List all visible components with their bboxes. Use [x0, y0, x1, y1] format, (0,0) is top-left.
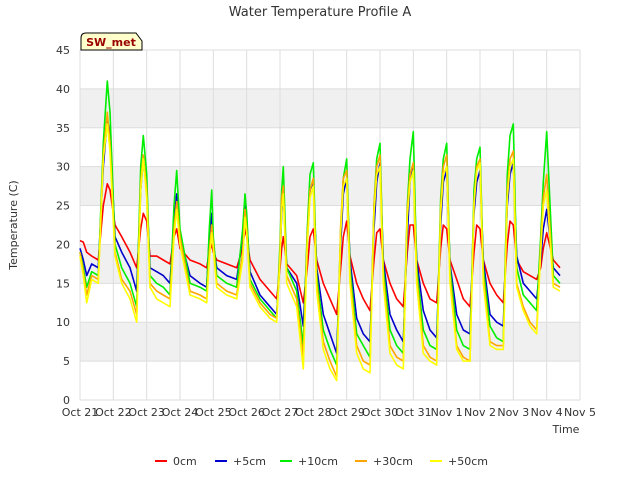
- x-tick-label: Oct 23: [128, 406, 165, 419]
- x-tick-label: Nov 5: [564, 406, 596, 419]
- y-tick-label: 20: [56, 238, 70, 251]
- station-badge-box: [80, 32, 143, 51]
- y-axis-label: Temperature (C): [7, 180, 20, 270]
- legend-label: +50cm: [448, 455, 488, 468]
- y-tick-label: 45: [56, 44, 70, 57]
- series-line-5cm: [79, 119, 561, 355]
- x-tick-label: Oct 31: [395, 406, 432, 419]
- legend-label: +30cm: [373, 455, 413, 468]
- grid-band: [80, 205, 580, 245]
- x-tick-label: Oct 30: [362, 406, 399, 419]
- x-tick-label: Oct 25: [195, 406, 232, 419]
- y-tick-label: 25: [56, 200, 70, 213]
- legend-label: +10cm: [298, 455, 338, 468]
- x-tick-label: Oct 27: [262, 406, 299, 419]
- series-line-30cm: [79, 111, 561, 378]
- y-tick-label: 30: [56, 161, 70, 174]
- y-tick-label: 40: [56, 83, 70, 96]
- y-tick-label: 5: [63, 355, 70, 368]
- x-tick-label: Oct 29: [328, 406, 365, 419]
- grid-band: [80, 166, 580, 206]
- series-line-0cm: [79, 183, 561, 316]
- x-tick-label: Oct 22: [95, 406, 132, 419]
- legend-label: 0cm: [173, 455, 197, 468]
- station-badge-label: SW_met: [86, 36, 136, 49]
- grid-band: [80, 322, 580, 362]
- x-tick-label: Nov 2: [464, 406, 496, 419]
- x-axis-label: Time: [552, 423, 580, 436]
- legend-label: +5cm: [233, 455, 266, 468]
- chart-title: Water Temperature Profile A: [229, 5, 412, 20]
- x-tick-label: Oct 28: [295, 406, 332, 419]
- grid-band: [80, 127, 580, 167]
- x-tick-label: Oct 21: [62, 406, 99, 419]
- grid-bands: [80, 50, 580, 400]
- station-badge: SW_met: [80, 32, 143, 51]
- series-lines: [79, 80, 561, 382]
- series-line-10cm: [79, 80, 561, 366]
- y-axis: 0 5 10 15 20 25 30 35 40 45: [56, 44, 70, 407]
- legend: 0cm +5cm +10cm +30cm +50cm: [155, 455, 488, 468]
- x-tick-label: Nov 1: [431, 406, 463, 419]
- series-line-50cm: [79, 123, 561, 382]
- x-tick-label: Oct 26: [228, 406, 265, 419]
- x-tick-label: Nov 4: [531, 406, 563, 419]
- grid-band: [80, 88, 580, 128]
- x-tick-label: Oct 24: [162, 406, 199, 419]
- y-tick-label: 0: [63, 394, 70, 407]
- y-tick-label: 35: [56, 122, 70, 135]
- grid-band: [80, 50, 580, 89]
- y-tick-label: 10: [56, 316, 70, 329]
- x-tick-label: Nov 3: [497, 406, 529, 419]
- y-tick-label: 15: [56, 277, 70, 290]
